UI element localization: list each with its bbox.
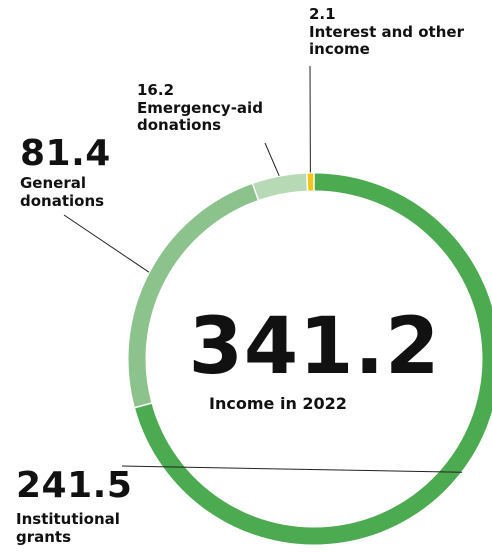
leader-line-general: [63, 214, 150, 273]
slice-separator: [251, 182, 260, 202]
total-income-value: 341.2: [188, 302, 441, 392]
label-grants-text: Institutional grants: [16, 510, 120, 546]
slice-separator: [306, 172, 309, 192]
label-emergency-value: 16.2: [137, 81, 175, 99]
slice-institutional-grants: [134, 173, 492, 545]
label-grants-value: 241.5: [16, 465, 133, 506]
label-general-text: General donations: [20, 174, 105, 210]
label-interest-value: 2.1: [309, 5, 336, 23]
total-income-caption: Income in 2022: [209, 394, 347, 413]
label-grants: 241.5 Institutional grants: [16, 468, 136, 546]
slice-emergency-aid: [252, 173, 308, 201]
label-emergency-text: Emergency-aid donations: [137, 98, 263, 135]
label-general-value: 81.4: [20, 133, 111, 174]
leader-line-grants: [121, 465, 463, 473]
slice-general-donations: [128, 183, 259, 408]
slice-separator: [133, 402, 153, 409]
label-interest-text: Interest and other income: [309, 22, 464, 59]
label-emergency: 16.2 Emergency-aid donations: [137, 81, 282, 135]
label-interest: 2.1 Interest and other income: [309, 5, 489, 59]
label-general: 81.4 General donations: [20, 136, 120, 210]
leader-line-emergency: [264, 142, 280, 176]
